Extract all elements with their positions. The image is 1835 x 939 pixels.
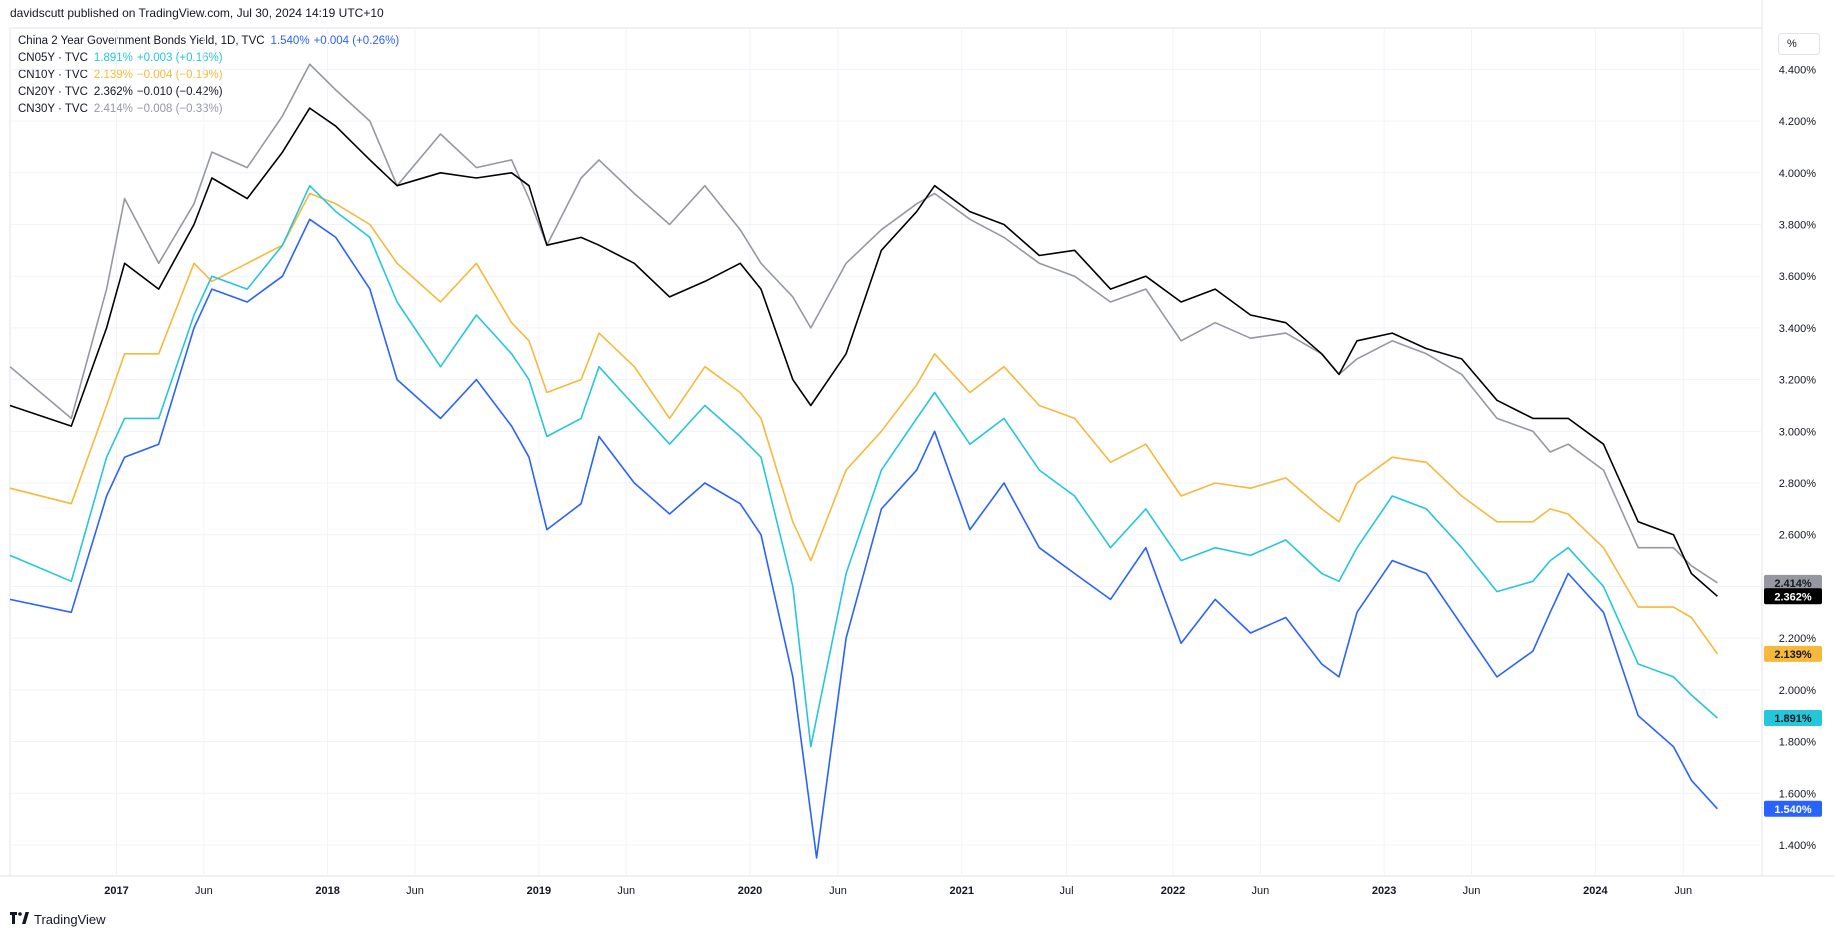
series-legend: China 2 Year Government Bonds Yield, 1D,… [18,33,399,118]
brand-label: TradingView [34,912,106,927]
x-tick-label: 2018 [315,885,339,897]
last-value-tag-bg [1764,574,1822,591]
legend-series-value: 1.891% [93,52,133,64]
y-axis: 1.400%1.600%1.800%2.000%2.200%2.400%2.60… [1779,64,1817,852]
x-tick-label: Jun [1463,885,1481,897]
x-tick-label: Jun [617,885,635,897]
y-tick-label: 2.000% [1779,685,1817,697]
price-tags: 2.414%2.362% 2.139% 1.891% 1.540% [1764,574,1822,817]
legend-series-name: CN10Y · TVC [18,69,88,81]
last-value-tag-label: 2.414% [1774,578,1812,590]
x-tick-label: 2021 [950,885,974,897]
x-tick-label: 2024 [1583,885,1608,897]
last-value-tag: 1.540% [1764,800,1822,817]
last-value-tag: 2.362% [1764,588,1822,605]
x-tick-label: 2017 [104,885,128,897]
last-value-tag: 2.414% [1764,574,1822,591]
y-tick-label: 2.200% [1779,633,1817,645]
y-tick-label: 3.000% [1779,426,1817,438]
published-caption: davidscutt published on TradingView.com,… [10,6,384,20]
x-tick-label: Jul [1059,885,1073,897]
x-tick-label: 2022 [1161,885,1185,897]
legend-series-change: −0.004 (−0.19%) [136,69,223,81]
series-line [9,184,1718,748]
x-axis: 2017 Jun 2018 Jun 2019 Jun 2020 Jun 2021 Jul 2022 J… [104,885,1692,897]
last-value-tag-bg [1764,710,1822,727]
series-lines [9,63,1719,859]
series-line [9,107,1718,597]
x-tick-label: Jun [1674,885,1692,897]
plot-frame [9,27,1763,877]
y-tick-label: 4.000% [1779,168,1817,180]
y-tick-label: 3.400% [1779,323,1817,335]
legend-row[interactable]: CN30Y · TVC 2.414% −0.008 (−0.33%) [18,101,399,118]
x-tick-label: 2023 [1372,885,1396,897]
y-tick-label: 3.200% [1779,375,1817,387]
x-tick-label: Jun [829,885,847,897]
legend-series-name: CN30Y · TVC [18,103,88,115]
legend-series-change: +0.004 (+0.26%) [313,35,400,47]
y-tick-label: 2.600% [1779,530,1817,542]
x-tick-label: 2019 [527,885,551,897]
legend-row[interactable]: CN05Y · TVC 1.891% +0.003 (+0.16%) [18,50,399,67]
legend-series-change: −0.010 (−0.42%) [136,86,223,98]
last-value-tag-bg [1764,800,1822,817]
x-tick-label: Jun [406,885,424,897]
legend-series-name: CN05Y · TVC [18,52,88,64]
legend-series-value: 2.414% [93,103,133,115]
legend-series-change: +0.003 (+0.16%) [136,52,223,64]
last-value-tag: 1.891% [1764,710,1822,727]
last-value-tag-label: 2.139% [1774,649,1812,661]
last-value-tag: 2.139% [1764,645,1822,662]
y-tick-label: 1.400% [1779,840,1817,852]
legend-series-value: 1.540% [270,35,310,47]
y-tick-label: 3.600% [1779,271,1817,283]
last-value-tag-label: 1.891% [1774,713,1812,725]
last-value-tag-bg [1764,588,1822,605]
tradingview-brand[interactable]: TradingView [10,912,106,927]
series-line [9,218,1718,859]
y-tick-label: 4.200% [1779,116,1817,128]
y-tick-label: 1.800% [1779,737,1817,749]
legend-row[interactable]: CN10Y · TVC 2.139% −0.004 (−0.19%) [18,67,399,84]
last-value-tag-label: 1.540% [1774,804,1812,816]
last-value-tag-bg [1764,645,1822,662]
legend-series-name: CN20Y · TVC [18,86,88,98]
x-tick-label: Jun [1251,885,1269,897]
legend-row[interactable]: CN20Y · TVC 2.362% −0.010 (−0.42%) [18,84,399,101]
legend-series-value: 2.362% [93,86,133,98]
y-tick-label: 4.400% [1779,64,1817,76]
legend-row[interactable]: China 2 Year Government Bonds Yield, 1D,… [18,33,399,50]
y-tick-label: 1.600% [1779,788,1817,800]
x-tick-label: Jun [195,885,213,897]
series-line [9,63,1718,584]
percent-scale-button[interactable]: % [1778,33,1820,55]
legend-series-name: China 2 Year Government Bonds Yield, 1D,… [18,35,265,47]
x-tick-label: 2020 [738,885,762,897]
last-value-tag-label: 2.362% [1774,591,1812,603]
legend-series-change: −0.008 (−0.33%) [136,103,223,115]
tradingview-logo-icon [10,912,30,927]
y-tick-label: 2.800% [1779,478,1817,490]
y-tick-label: 3.800% [1779,219,1817,231]
series-line [9,192,1719,655]
legend-series-value: 2.139% [93,69,133,81]
chart-grid [0,0,1835,877]
